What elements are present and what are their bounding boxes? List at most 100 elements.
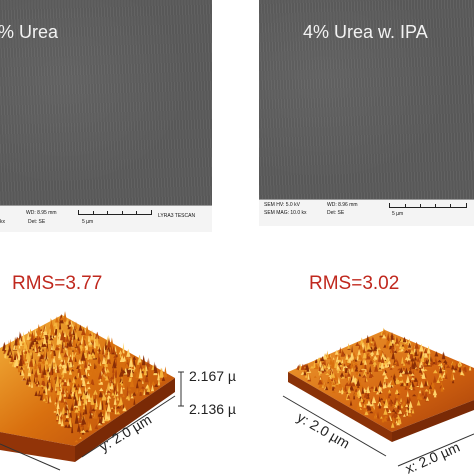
afm-spike [14,344,17,350]
afm-spike [56,344,60,348]
afm-spike [413,360,417,367]
afm-spike [358,369,363,373]
afm-spike [63,311,68,322]
afm-spike [80,350,86,361]
afm-spike [74,332,78,340]
afm-spike [137,378,142,382]
afm-spike [405,404,409,407]
afm-spike [380,352,386,360]
afm-spike [387,362,390,367]
afm-spike [361,386,365,394]
afm-spike [122,393,125,398]
afm-spike [74,357,77,362]
afm-top-right [288,330,474,432]
afm-spike [103,371,107,376]
afm-spike [49,378,53,383]
afm-spike [22,377,27,381]
afm-spike [54,375,57,380]
afm-spike [380,397,384,401]
afm-spike [319,376,322,380]
afm-spike [426,345,431,354]
afm-spike [126,385,129,396]
afm-spike [305,371,308,378]
afm-spike [326,369,329,372]
afm-spike [347,354,351,357]
afm-spike [404,367,409,375]
afm-spike [400,411,404,415]
afm-spike [390,421,395,428]
afm-spike [91,408,96,411]
afm-spike [379,386,383,390]
afm-spike [381,415,385,423]
afm-spike [138,367,143,379]
afm-spike [101,365,106,374]
afm-spike [13,351,17,360]
afm-spike [298,363,302,371]
afm-spike [318,364,321,372]
afm-spike [428,354,431,363]
afm-spike [444,374,448,380]
afm-spike [381,330,387,336]
afm-spike [52,404,58,412]
x-axis-label-right: x: 2.0 µm [403,439,462,474]
afm-spike [57,392,59,400]
afm-spike [359,360,363,366]
afm-spike [364,377,367,383]
afm-spike [66,347,68,356]
afm-spike [60,329,65,341]
afm-side-left [75,378,175,462]
afm-spike [383,381,387,389]
afm-spike [383,356,387,360]
sem-scalebar-left [78,210,152,215]
afm-spike [17,352,21,361]
afm-spike [136,387,139,394]
afm-spike [104,340,108,350]
afm-spike [116,381,119,392]
afm-spike [93,389,98,395]
afm-spike [135,380,139,389]
afm-spike [82,411,85,415]
afm-spike [364,362,367,369]
afm-spike [395,411,398,418]
afm-spike [430,381,435,387]
afm-spike [410,363,413,370]
afm-spike [367,393,370,396]
sem-scale-left: 5 µm [82,219,94,225]
afm-spike [460,369,464,375]
y-axis-label-right: y: 2.0 µm [295,409,353,452]
afm-spike [382,394,386,402]
afm-spike [356,376,362,381]
afm-spike [339,346,342,354]
afm-spike [337,368,340,374]
afm-spike [353,355,356,363]
afm-spike [79,365,82,369]
sem-texture-left [0,0,212,206]
afm-spike [121,350,124,354]
afm-spike [64,409,67,413]
afm-spike [356,378,361,386]
afm-spike [385,356,390,362]
afm-spike [307,373,310,380]
afm-spike [37,332,40,339]
afm-spike [373,340,377,347]
afm-spike [371,336,375,342]
afm-spike [441,365,445,370]
afm-spike [89,364,92,373]
afm-spike [429,355,432,362]
afm-spike [94,402,98,410]
afm-spike [104,418,110,422]
afm-spike [121,381,124,384]
afm-spike [360,396,364,402]
afm-spike [65,334,70,342]
afm-spike [438,372,442,380]
afm-spike [369,386,375,389]
afm-spike [374,364,379,372]
afm-spike [58,349,61,359]
afm-spike [36,334,39,340]
sem-det-left: Det: SE [28,219,46,225]
afm-spike [64,378,67,383]
afm-spike [18,361,20,372]
afm-spike [30,340,33,347]
afm-spike [55,344,59,351]
afm-spike [97,351,100,363]
